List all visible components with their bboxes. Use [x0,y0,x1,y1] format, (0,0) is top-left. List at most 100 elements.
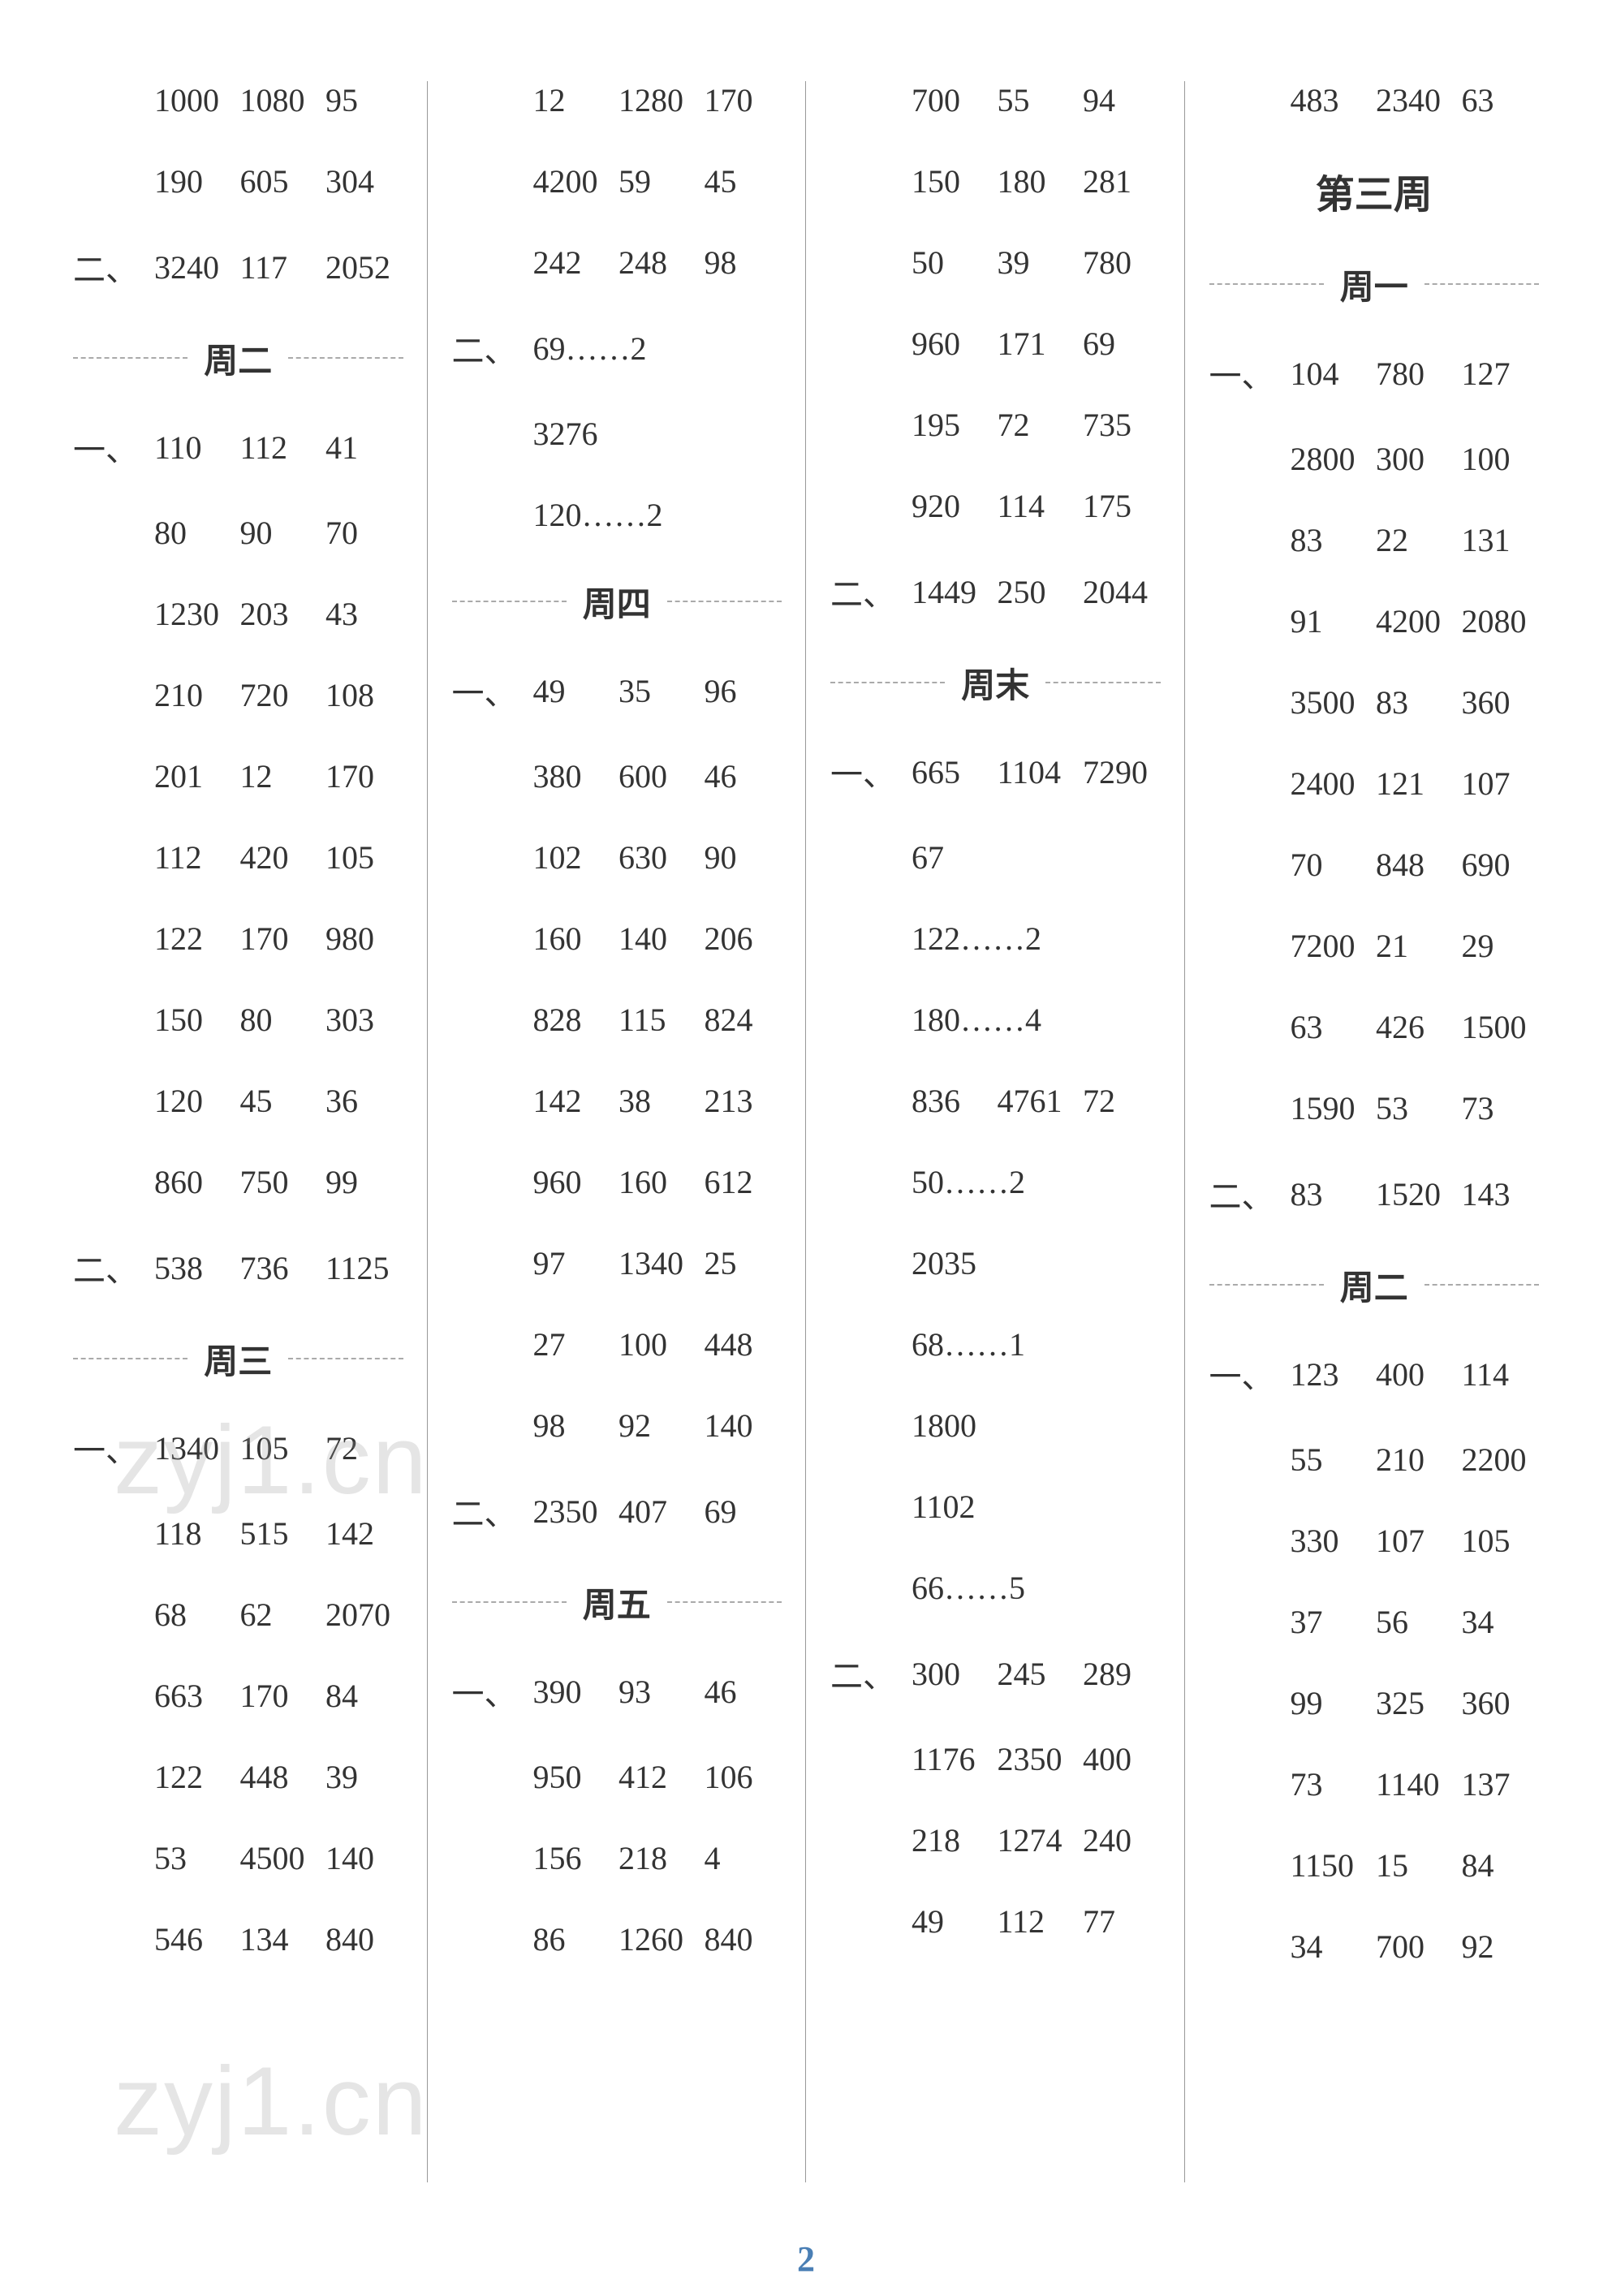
answer-value: 824 [696,1001,782,1039]
answer-value: 2800 [1282,440,1368,478]
column-1: 1000108095190605304二、32401172052周二一、1101… [49,81,428,2182]
data-row: 72002129 [1209,927,1540,965]
answer-value: 400 [1368,1355,1454,1394]
answer-value: 56 [1368,1603,1454,1641]
answer-value: 1800 [903,1406,976,1445]
page-number: 2 [797,2238,815,2280]
data-row: 1562184 [452,1839,782,1877]
data-row: 二、831520143 [1209,1170,1540,1217]
answer-value: 121 [1368,765,1454,803]
answer-value: 59 [610,162,696,200]
answer-value: 950 [525,1758,611,1796]
data-row: 二、69……2 [452,325,782,372]
answer-value: 690 [1454,846,1540,884]
data-row: 68……1 [830,1325,1161,1363]
data-row: 一、493596 [452,667,782,714]
answer-value: 38 [610,1082,696,1120]
answer-value: 2070 [317,1596,403,1634]
answer-value: 4500 [232,1839,318,1877]
data-row: 150180281 [830,162,1161,200]
data-row: 4911277 [830,1902,1161,1941]
answer-value: 206 [696,920,782,958]
data-row: 66317084 [73,1677,403,1715]
answer-value: 150 [146,1001,232,1039]
answer-value: 330 [1282,1522,1368,1560]
day-header-text: 周一 [1324,260,1425,309]
data-row: 一、66511047290 [830,748,1161,795]
answer-value: 171 [989,325,1075,363]
column-2: 1212801704200594524224898二、69……23276120…… [428,81,807,2182]
data-row: 8322131 [1209,521,1540,559]
data-row: 1204536 [73,1082,403,1120]
answer-value: 90 [696,838,782,877]
answer-value: 49 [525,672,611,710]
answer-value: 112 [146,838,232,877]
answer-value: 72 [317,1429,403,1467]
data-row: 19572735 [830,406,1161,444]
day-header-text: 周四 [567,577,667,627]
answer-value: 300 [903,1655,989,1693]
answer-value: 360 [1454,683,1540,722]
answer-value: 190 [146,162,232,200]
answer-value: 104 [1282,355,1368,393]
data-row: 861260840 [452,1920,782,1958]
answer-value: 170 [232,1677,318,1715]
answer-value: 96 [696,672,782,710]
answer-value: 4200 [525,162,611,200]
answer-value: 92 [610,1406,696,1445]
answer-value: 112 [232,429,318,467]
row-prefix: 一、 [1209,350,1282,397]
answer-value: 426 [1368,1008,1454,1046]
data-row: 二、300245289 [830,1650,1161,1697]
answer-value: 105 [317,838,403,877]
answer-value: 122……2 [903,920,1041,958]
day-header: 周二 [1209,1260,1540,1310]
answer-value: 143 [1454,1175,1540,1213]
answer-value: 1260 [610,1920,696,1958]
answer-value: 1125 [317,1249,403,1287]
data-row: 552102200 [1209,1441,1540,1479]
answer-value: 304 [317,162,403,200]
answer-value: 97 [525,1244,611,1282]
data-row: 12244839 [73,1758,403,1796]
answer-value: 68……1 [903,1325,1025,1363]
data-row: 2035 [830,1244,1161,1282]
answer-value: 242 [525,243,611,282]
answer-value: 1520 [1368,1175,1454,1213]
answer-value: 4200 [1368,602,1454,640]
answer-value: 90 [232,514,318,552]
data-row: 9142002080 [1209,602,1540,640]
row-prefix: 二、 [73,243,146,291]
data-row: 375634 [1209,1603,1540,1641]
answer-value: 83 [1282,521,1368,559]
data-row: 67 [830,838,1161,877]
answer-value: 122 [146,1758,232,1796]
answer-value: 12 [232,757,318,795]
data-row: 20112170 [73,757,403,795]
data-row: 一、104780127 [1209,350,1540,397]
answer-value: 2340 [1368,81,1454,119]
answer-value: 700 [1368,1928,1454,1966]
data-row: 一、3909346 [452,1668,782,1715]
answer-value: 98 [525,1406,611,1445]
data-row: 122170980 [73,920,403,958]
data-row: 38060046 [452,757,782,795]
row-prefix: 二、 [73,1244,146,1291]
data-row: 一、11011241 [73,424,403,471]
answer-value: 70 [317,514,403,552]
answer-value: 390 [525,1673,611,1711]
answer-value: 99 [1282,1684,1368,1722]
answer-value: 4 [696,1839,782,1877]
answer-value: 213 [696,1082,782,1120]
answer-value: 1590 [1282,1089,1368,1127]
data-row: 二、14492502044 [830,568,1161,615]
answer-value: 118 [146,1514,232,1553]
row-prefix: 一、 [73,1424,146,1471]
data-row: 1800 [830,1406,1161,1445]
answer-value: 175 [1075,487,1161,525]
answer-value: 39 [989,243,1075,282]
answer-value: 780 [1075,243,1161,282]
answer-value: 100 [610,1325,696,1363]
data-row: 534500140 [73,1839,403,1877]
answer-value: 45 [232,1082,318,1120]
